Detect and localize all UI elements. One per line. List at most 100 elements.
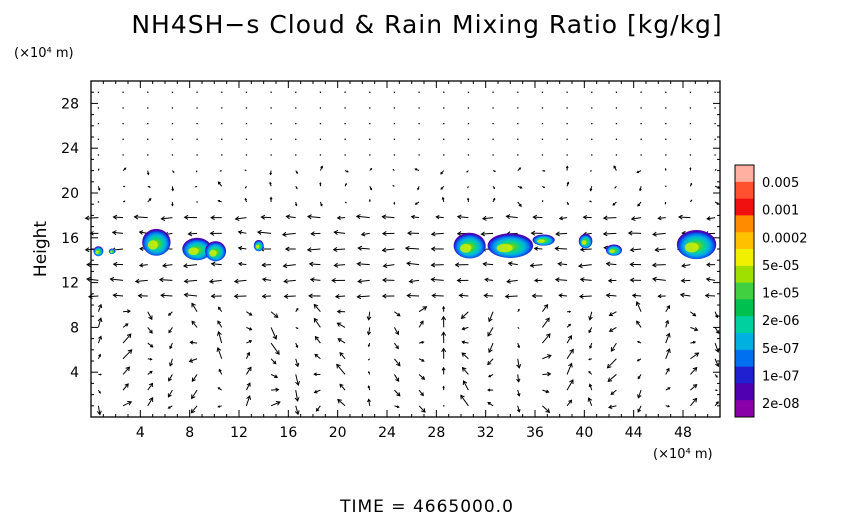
wind-arrow-head — [607, 278, 613, 283]
wind-arrow-head — [337, 338, 342, 343]
wind-dot — [122, 122, 124, 125]
x-tick-label: 44 — [625, 425, 643, 441]
wind-arrow-head — [395, 345, 399, 350]
wind-arrow — [134, 216, 148, 219]
wind-arrow-head — [370, 167, 373, 170]
wind-arrow-head — [636, 358, 640, 362]
wind-dot — [541, 138, 544, 140]
wind-dot — [566, 91, 568, 93]
wind-arrow-head — [518, 167, 522, 170]
wind-arrow-head — [381, 231, 387, 237]
wind-arrow — [147, 327, 153, 334]
wind-arrow-head — [607, 377, 613, 382]
wind-arrow-head — [308, 293, 313, 299]
wind-arrow-head — [333, 262, 339, 268]
wind-dot — [122, 138, 124, 140]
wind-arrow — [461, 352, 469, 360]
wind-arrow-head — [308, 261, 314, 267]
wind-arrow — [334, 231, 346, 234]
wind-arrow-head — [336, 215, 341, 221]
wind-arrow-head — [488, 317, 493, 323]
wind-arrow-head — [461, 366, 467, 372]
wind-arrow — [283, 264, 296, 267]
wind-arrow-head — [652, 276, 657, 282]
colorbar-segment — [735, 249, 754, 267]
wind-arrow — [110, 278, 124, 281]
cloud-core — [110, 250, 113, 253]
wind-arrow-head — [606, 363, 612, 369]
wind-arrow-head — [112, 214, 118, 220]
wind-arrow — [383, 264, 395, 267]
wind-arrow-head — [461, 352, 467, 357]
wind-arrow — [505, 295, 518, 298]
wind-dot — [393, 154, 396, 156]
wind-dot — [467, 154, 470, 156]
wind-dot — [566, 122, 568, 125]
wind-arrow-head — [295, 187, 298, 190]
wind-dot — [147, 154, 149, 156]
wind-arrow-head — [681, 263, 686, 268]
x-tick-label: 4 — [136, 425, 145, 441]
wind-arrow-head — [505, 214, 511, 220]
wind-arrow — [488, 342, 494, 353]
wind-dot — [221, 122, 223, 125]
wind-arrow — [357, 263, 370, 266]
wind-arrow-head — [678, 214, 683, 220]
wind-dot — [640, 154, 642, 156]
wind-dot — [196, 138, 198, 140]
wind-arrow-head — [336, 322, 342, 327]
wind-arrow-head — [96, 410, 102, 416]
wind-arrow-head — [218, 368, 222, 373]
wind-arrow-head — [694, 352, 700, 357]
wind-dot — [714, 107, 716, 109]
wind-arrow-head — [208, 278, 214, 284]
wind-dot — [295, 91, 297, 93]
wind-arrow-head — [272, 360, 277, 365]
wind-arrow — [506, 215, 518, 219]
wind-arrow — [211, 263, 222, 266]
wind-arrow-head — [112, 261, 118, 267]
wind-arrow-head — [483, 293, 488, 299]
wind-arrow — [606, 263, 617, 266]
wind-arrow — [189, 358, 198, 362]
wind-arrow-head — [244, 169, 246, 171]
wind-arrow-head — [692, 383, 698, 389]
colorbar-segment — [735, 181, 754, 199]
wind-arrow-head — [637, 408, 641, 413]
wind-arrow — [690, 326, 698, 331]
wind-arrow — [271, 389, 279, 391]
wind-arrow-head — [274, 374, 279, 379]
wind-arrow-head — [246, 351, 251, 356]
wind-arrow-head — [637, 340, 640, 344]
wind-dot — [541, 154, 544, 156]
wind-arrow — [295, 358, 299, 367]
wind-arrow — [484, 294, 494, 297]
wind-arrow — [147, 311, 153, 320]
wind-arrow — [462, 341, 469, 344]
wind-dot — [319, 122, 322, 125]
wind-dot — [615, 91, 618, 93]
wind-arrow — [487, 358, 494, 365]
wind-arrow-head — [346, 170, 349, 173]
colorbar-segment — [735, 400, 754, 418]
wind-arrow — [610, 389, 617, 395]
wind-arrow-head — [125, 366, 131, 372]
wind-arrow — [610, 342, 617, 352]
wind-arrow-head — [442, 385, 445, 389]
wind-arrow-head — [366, 316, 372, 321]
x-tick-label: 24 — [378, 425, 396, 441]
wind-arrow-head — [518, 203, 522, 208]
wind-arrow-head — [666, 348, 671, 354]
wind-arrow-head — [168, 329, 172, 334]
wind-arrow — [555, 279, 568, 281]
colorbar-label: 0.0002 — [762, 231, 808, 246]
wind-arrow — [337, 338, 346, 344]
wind-arrow-head — [454, 262, 460, 268]
wind-arrow-head — [589, 200, 591, 203]
wind-dot — [122, 107, 124, 109]
wind-arrow-head — [367, 385, 371, 389]
wind-arrow — [262, 278, 272, 281]
wind-arrow-head — [190, 408, 196, 414]
wind-arrow — [508, 262, 518, 266]
wind-arrow-head — [97, 168, 100, 170]
